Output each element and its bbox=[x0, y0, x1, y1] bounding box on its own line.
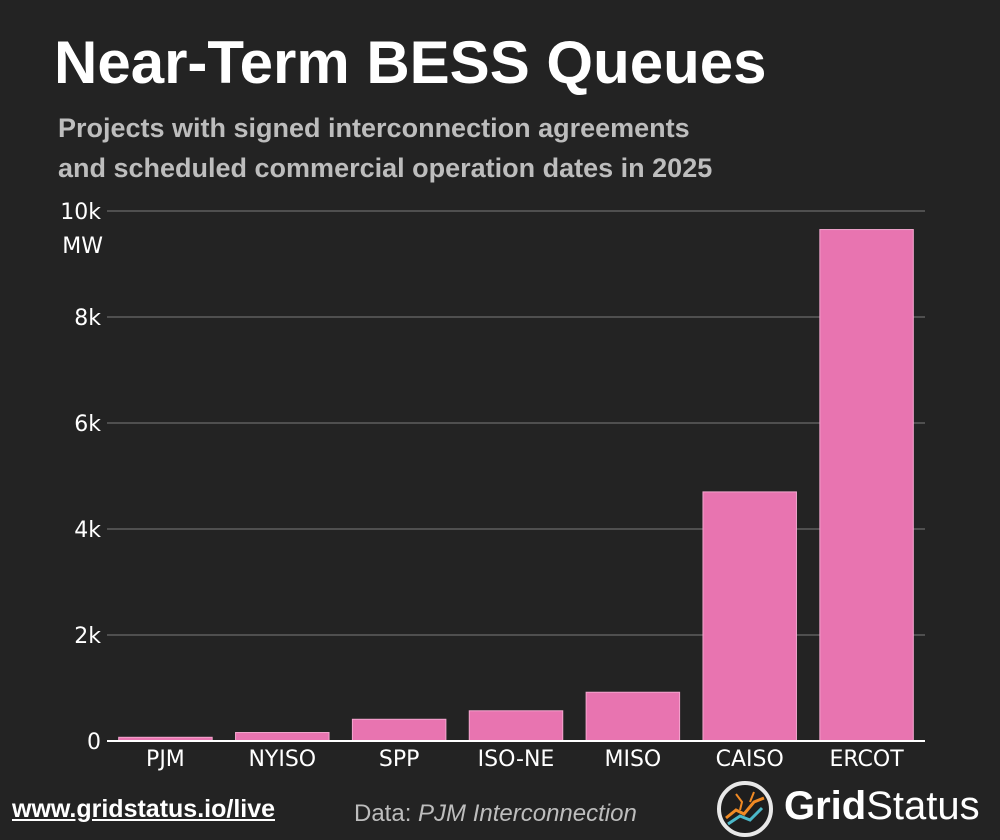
y-tick-label: 8k bbox=[74, 306, 101, 331]
y-tick-label: 10k bbox=[60, 200, 101, 225]
chart-subtitle: Projects with signed interconnection agr… bbox=[58, 108, 878, 188]
x-tick-label: CAISO bbox=[716, 747, 784, 772]
x-tick-label: ERCOT bbox=[829, 747, 904, 772]
x-tick-label: MISO bbox=[604, 747, 661, 772]
bar-miso bbox=[585, 691, 681, 742]
bar-caiso bbox=[702, 491, 797, 742]
x-tick-label: NYISO bbox=[248, 747, 316, 772]
y-tick-label: 2k bbox=[74, 624, 101, 649]
y-tick-label: 6k bbox=[74, 412, 101, 437]
brand-wordmark: GridStatus bbox=[784, 784, 980, 829]
data-source-note: Data: PJM Interconnection bbox=[354, 800, 637, 828]
brand-part-2: Status bbox=[866, 784, 980, 828]
bar-nyiso bbox=[235, 732, 330, 742]
brand-part-1: Grid bbox=[784, 784, 867, 828]
y-tick-label: 0 bbox=[87, 730, 101, 755]
bar-spp bbox=[351, 718, 447, 742]
grid-status-logo-icon bbox=[717, 781, 773, 837]
y-tick-label: 4k bbox=[74, 518, 101, 543]
bar-chart: 0 2k 4k 6k 8k 10k MW PJM NYISO SPP ISO-NE MISO CAISO… bbox=[60, 200, 925, 772]
data-source-prefix: Data: bbox=[354, 800, 412, 827]
x-tick-label: SPP bbox=[379, 747, 420, 772]
subtitle-line-1: Projects with signed interconnection agr… bbox=[58, 113, 690, 143]
x-tick-label: PJM bbox=[146, 747, 185, 772]
x-tick-label: ISO-NE bbox=[478, 747, 555, 772]
y-axis-label: MW bbox=[62, 234, 103, 259]
bar-iso-ne bbox=[468, 710, 564, 742]
data-source-name: PJM Interconnection bbox=[418, 800, 637, 827]
chart-title: Near-Term BESS Queues bbox=[54, 29, 767, 96]
bar-ercot bbox=[819, 229, 914, 742]
gridstatus-live-link[interactable]: www.gridstatus.io/live bbox=[12, 795, 276, 823]
subtitle-line-2: and scheduled commercial operation dates… bbox=[58, 153, 713, 183]
